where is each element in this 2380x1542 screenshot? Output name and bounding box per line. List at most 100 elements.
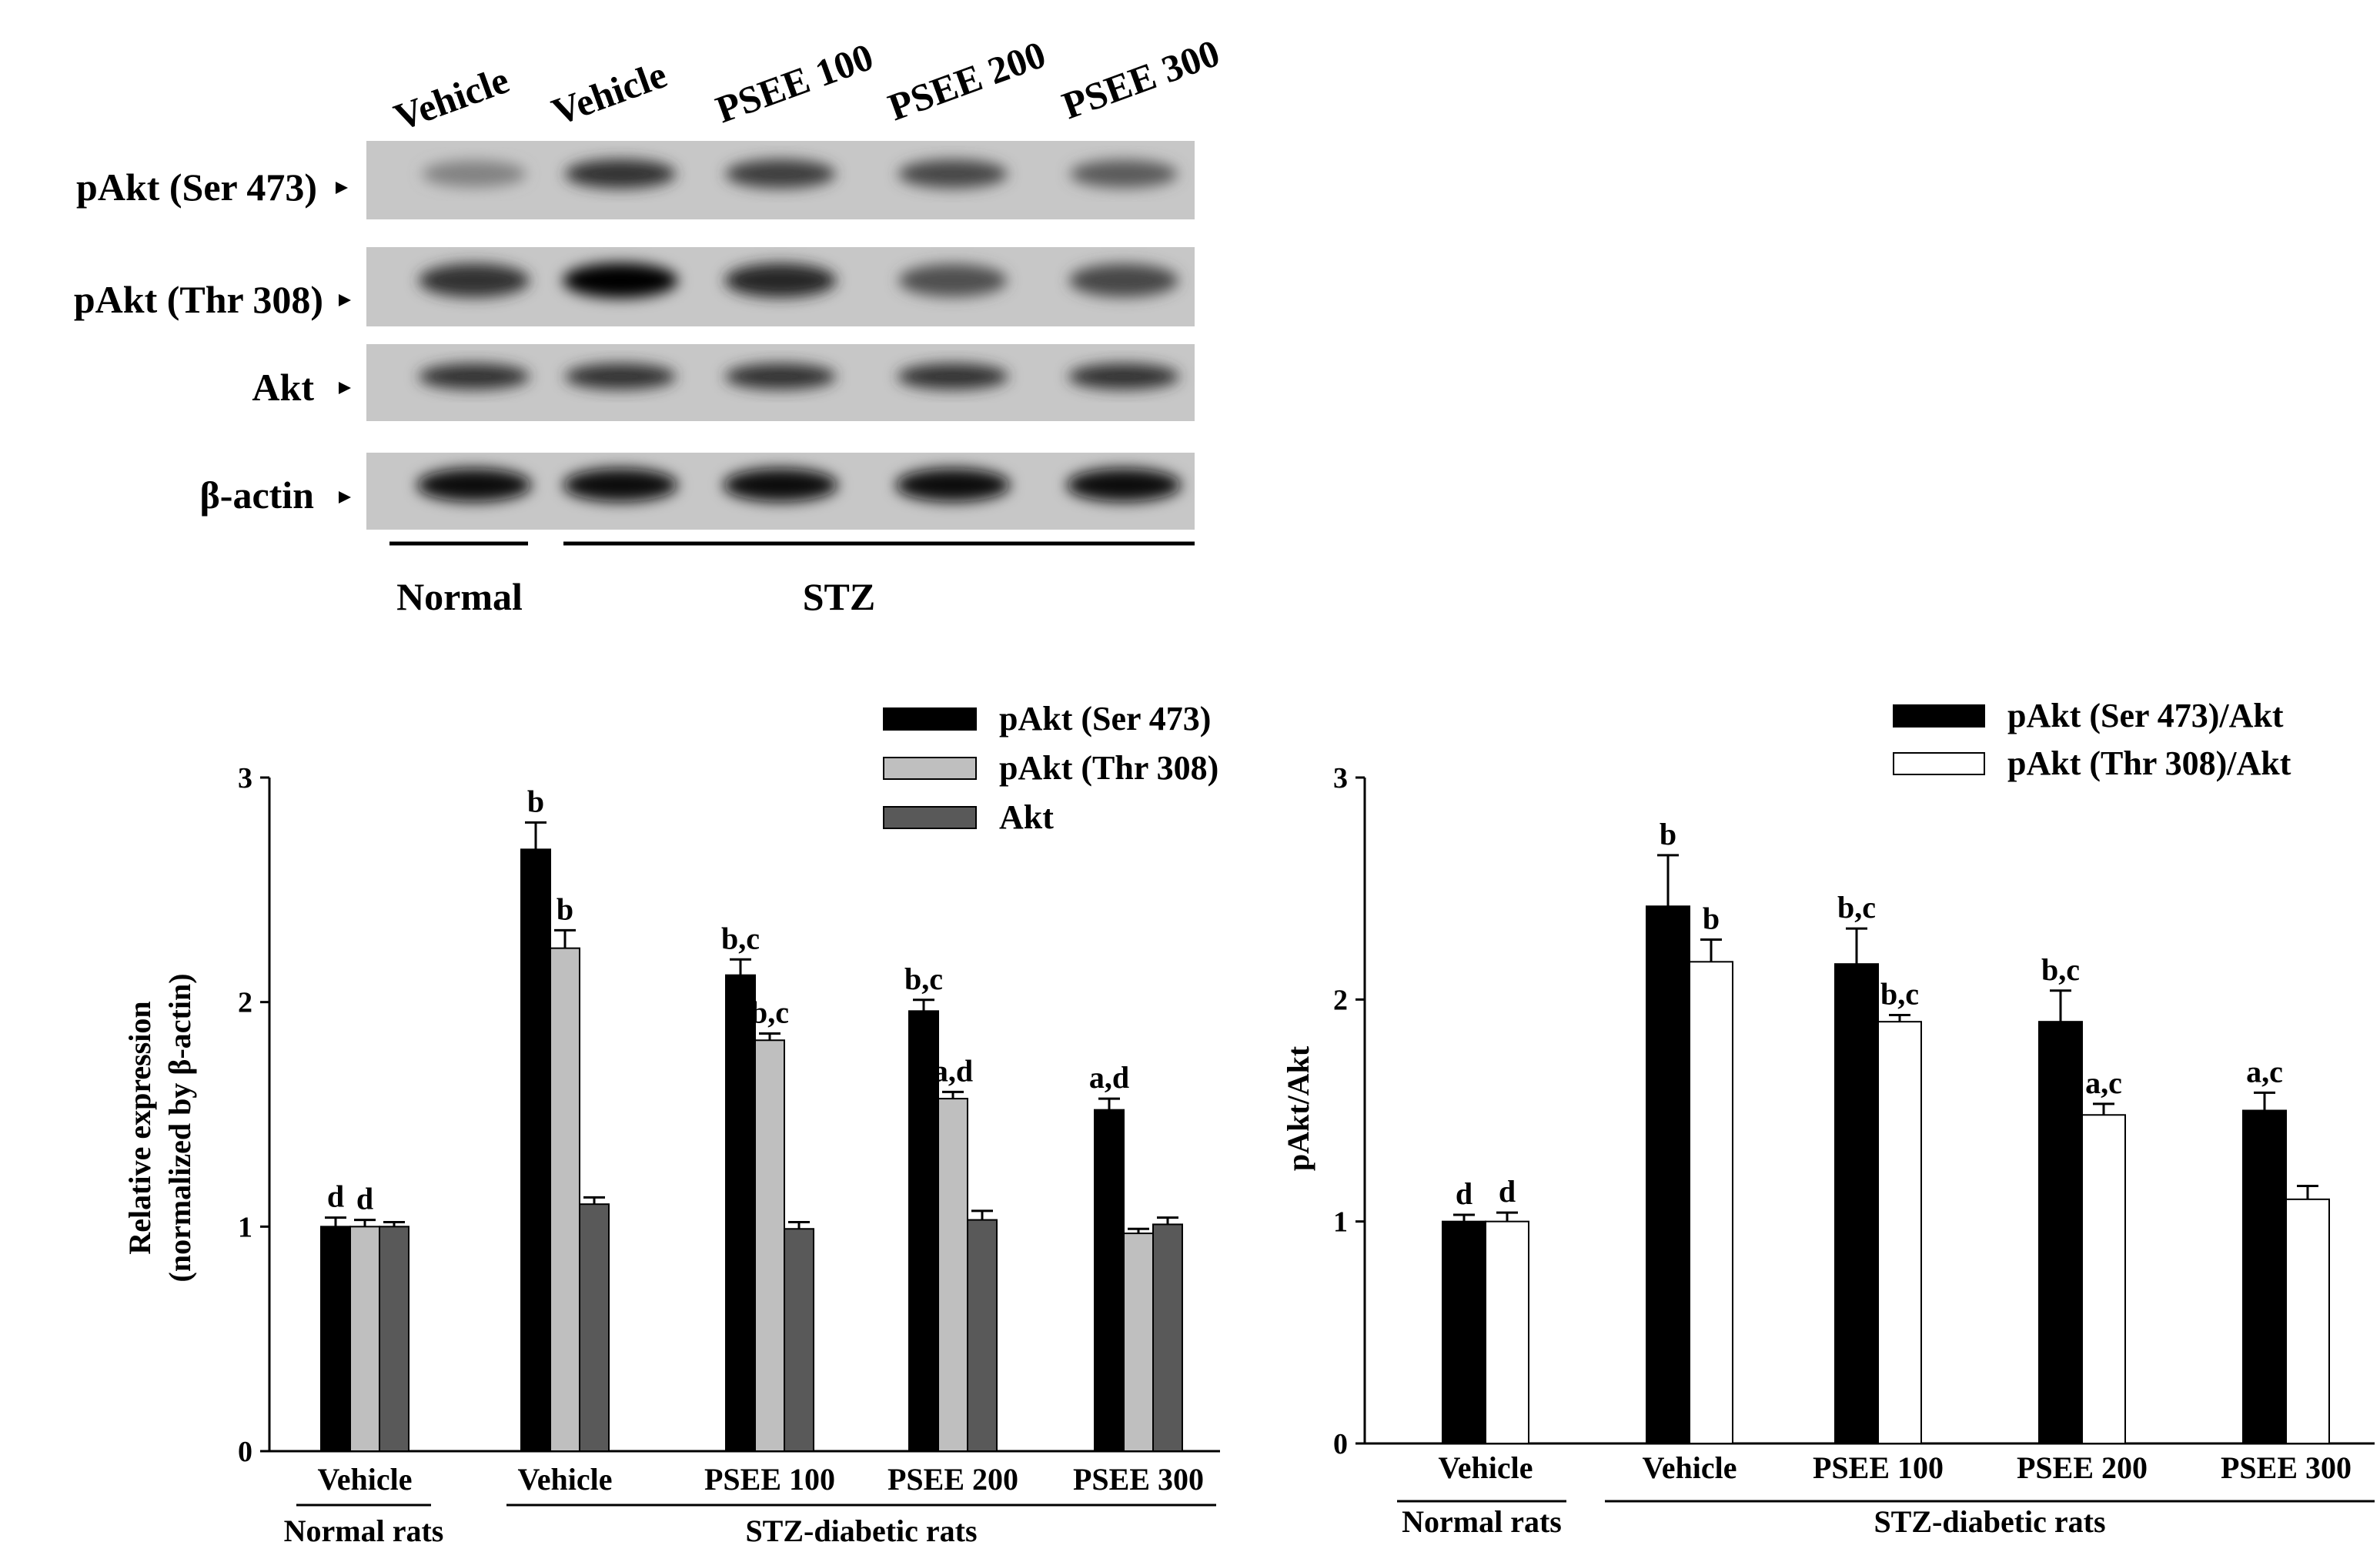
y-tick-label: 0 xyxy=(238,1436,252,1468)
blot-band xyxy=(897,363,1009,390)
bar xyxy=(1877,1021,1922,1444)
group-label: STZ-diabetic rats xyxy=(745,1514,977,1542)
blot-lane-labels: Vehicle Vehicle PSEE 100 PSEE 200 PSEE 3… xyxy=(389,31,1225,139)
significance-label: a,d xyxy=(1089,1060,1129,1095)
bar xyxy=(938,1098,968,1453)
x-tick-label: PSEE 100 xyxy=(1813,1450,1944,1485)
bar xyxy=(1123,1233,1154,1453)
y-tick-label: 3 xyxy=(238,762,252,794)
blot-band xyxy=(418,363,530,390)
bar xyxy=(2242,1109,2287,1444)
bar xyxy=(754,1039,785,1452)
legend-label: pAkt (Ser 473) xyxy=(999,700,1211,738)
blot-group-label: STZ xyxy=(803,575,876,618)
row-marker-arrow-icon xyxy=(336,182,348,194)
y-tick-label: 1 xyxy=(238,1211,252,1243)
y-tick-label: 1 xyxy=(1333,1206,1348,1239)
blot-row-labels: pAkt (Ser 473) pAkt (Thr 308) Akt β-acti… xyxy=(74,166,351,517)
x-tick-label: PSEE 200 xyxy=(887,1462,1018,1497)
blot-band xyxy=(563,263,678,299)
significance-label: d xyxy=(1499,1174,1516,1209)
bar xyxy=(967,1219,998,1453)
group-label: STZ-diabetic rats xyxy=(1874,1504,2105,1539)
blot-strips xyxy=(366,141,1195,530)
bar xyxy=(2285,1198,2330,1445)
bar xyxy=(379,1226,409,1453)
blot-band xyxy=(422,160,526,188)
blot-band xyxy=(895,468,1011,502)
significance-label: b xyxy=(1703,901,1720,935)
row-marker-arrow-icon xyxy=(339,491,351,503)
y-tick-label: 2 xyxy=(1333,984,1348,1016)
blot-lane-label: Vehicle xyxy=(389,58,515,139)
bar xyxy=(784,1228,814,1452)
y-axis-title: (normalized by β-actin) xyxy=(162,973,197,1282)
significance-label: b,c xyxy=(904,962,943,996)
blot-band xyxy=(725,159,836,189)
chart-pakt-akt-ratio: pAkt/Akt 0 1 2 3 d d Vehicle b b Vehicle b,c b,c PSE… xyxy=(1281,697,2375,1539)
significance-label: b,c xyxy=(721,921,760,955)
bar xyxy=(550,947,580,1452)
blot-band xyxy=(564,159,677,189)
significance-label: b,c xyxy=(1880,977,1919,1012)
y-tick-label: 0 xyxy=(1333,1428,1348,1460)
x-tick-label: Vehicle xyxy=(1439,1450,1533,1485)
blot-row-label: pAkt (Thr 308) xyxy=(74,278,323,321)
blot-lane-label: PSEE 300 xyxy=(1057,31,1225,127)
x-tick-label: PSEE 300 xyxy=(1073,1462,1204,1497)
bar xyxy=(2038,1021,2083,1444)
row-marker-arrow-icon xyxy=(339,294,351,306)
bar xyxy=(1094,1109,1125,1452)
blot-band xyxy=(898,263,1008,297)
legend-label: pAkt (Thr 308)/Akt xyxy=(2007,744,2291,782)
group-label: Normal rats xyxy=(1402,1504,1562,1539)
y-axis-title: pAkt/Akt xyxy=(1281,1045,1315,1171)
y-tick-label: 2 xyxy=(238,987,252,1019)
blot-lane-label: Vehicle xyxy=(547,52,673,133)
legend-swatch xyxy=(883,707,977,731)
blot-band xyxy=(724,263,837,298)
blot-band xyxy=(898,159,1008,189)
blot-band xyxy=(1066,468,1182,502)
bar xyxy=(908,1010,939,1453)
bar xyxy=(2081,1114,2126,1445)
x-tick-label: PSEE 300 xyxy=(2221,1450,2352,1485)
y-tick-label: 3 xyxy=(1333,762,1348,794)
legend-swatch xyxy=(883,806,977,829)
group-label: Normal rats xyxy=(284,1514,444,1542)
significance-label: b,c xyxy=(1837,890,1876,925)
significance-label: b,c xyxy=(2041,952,2080,987)
legend-label: pAkt (Thr 308) xyxy=(999,749,1218,787)
significance-label: a,d xyxy=(933,1053,973,1088)
blot-band xyxy=(724,363,837,390)
legend-label: Akt xyxy=(999,798,1054,836)
blot-band xyxy=(1070,159,1178,189)
legend-swatch xyxy=(883,757,977,780)
significance-label: b xyxy=(1660,817,1676,851)
bar xyxy=(1689,961,1733,1444)
significance-label: b xyxy=(527,784,544,818)
bar xyxy=(1485,1220,1529,1444)
x-tick-label: PSEE 100 xyxy=(704,1462,835,1497)
blot-group-label: Normal xyxy=(396,575,523,618)
bar xyxy=(320,1226,351,1453)
y-axis-title: Relative expression xyxy=(122,1001,157,1254)
significance-label: b,c xyxy=(750,995,789,1030)
blot-band xyxy=(563,468,678,502)
x-tick-label: PSEE 200 xyxy=(2017,1450,2148,1485)
legend-label: pAkt (Ser 473)/Akt xyxy=(2007,697,2284,734)
row-marker-arrow-icon xyxy=(339,382,351,394)
significance-label: d xyxy=(327,1179,344,1214)
bar xyxy=(1834,963,1879,1444)
blot-band xyxy=(1068,363,1180,390)
bar xyxy=(725,974,756,1452)
significance-label: d xyxy=(356,1182,373,1216)
blot-band xyxy=(1068,263,1179,297)
bar xyxy=(520,848,551,1453)
blot-lane-label: PSEE 200 xyxy=(883,32,1051,129)
blot-row-label: Akt xyxy=(252,366,314,409)
blot-row-label: β-actin xyxy=(199,473,314,517)
blot-band xyxy=(564,363,677,390)
legend-swatch xyxy=(1893,704,1985,728)
